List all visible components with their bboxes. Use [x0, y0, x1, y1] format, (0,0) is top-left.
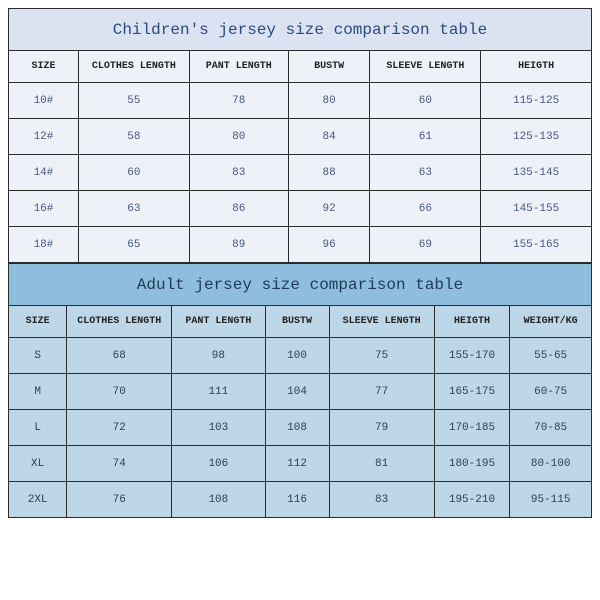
- children-cell: 60: [370, 83, 481, 119]
- children-cell: 96: [288, 227, 370, 263]
- adult-title: Adult jersey size comparison table: [9, 264, 592, 306]
- adult-cell: 103: [172, 410, 265, 446]
- children-data-row: 14#60838863135-145: [9, 155, 592, 191]
- adult-cell: 170-185: [434, 410, 510, 446]
- children-title-row: Children's jersey size comparison table: [9, 9, 592, 51]
- children-cell: 83: [189, 155, 288, 191]
- adult-cell: 70-85: [510, 410, 592, 446]
- children-cell: 60: [78, 155, 189, 191]
- adult-cell: 155-170: [434, 338, 510, 374]
- children-cell: 55: [78, 83, 189, 119]
- children-cell: 16#: [9, 191, 79, 227]
- children-cell: 61: [370, 119, 481, 155]
- adult-data-row: M7011110477165-17560-75: [9, 374, 592, 410]
- adult-cell: 68: [67, 338, 172, 374]
- children-cell: 65: [78, 227, 189, 263]
- children-cell: 69: [370, 227, 481, 263]
- children-cell: 145-155: [481, 191, 592, 227]
- adult-cell: 108: [265, 410, 329, 446]
- children-col-header: PANT LENGTH: [189, 51, 288, 83]
- adult-cell: S: [9, 338, 67, 374]
- children-data-row: 18#65899669155-165: [9, 227, 592, 263]
- adult-col-header: BUSTW: [265, 306, 329, 338]
- adult-cell: 79: [329, 410, 434, 446]
- adult-cell: 83: [329, 482, 434, 518]
- children-cell: 115-125: [481, 83, 592, 119]
- adult-cell: 81: [329, 446, 434, 482]
- adult-cell: 108: [172, 482, 265, 518]
- children-cell: 88: [288, 155, 370, 191]
- children-cell: 155-165: [481, 227, 592, 263]
- children-cell: 135-145: [481, 155, 592, 191]
- children-cell: 89: [189, 227, 288, 263]
- children-cell: 125-135: [481, 119, 592, 155]
- adult-col-header: SLEEVE LENGTH: [329, 306, 434, 338]
- children-cell: 78: [189, 83, 288, 119]
- adult-cell: 106: [172, 446, 265, 482]
- children-cell: 18#: [9, 227, 79, 263]
- children-cell: 80: [288, 83, 370, 119]
- adult-cell: 111: [172, 374, 265, 410]
- children-cell: 63: [78, 191, 189, 227]
- adult-data-row: L7210310879170-18570-85: [9, 410, 592, 446]
- children-header-row: SIZECLOTHES LENGTHPANT LENGTHBUSTWSLEEVE…: [9, 51, 592, 83]
- children-col-header: HEIGTH: [481, 51, 592, 83]
- children-size-table: Children's jersey size comparison table …: [8, 8, 592, 263]
- children-title: Children's jersey size comparison table: [9, 9, 592, 51]
- adult-cell: 80-100: [510, 446, 592, 482]
- adult-col-header: HEIGTH: [434, 306, 510, 338]
- adult-col-header: CLOTHES LENGTH: [67, 306, 172, 338]
- adult-data-row: 2XL7610811683195-21095-115: [9, 482, 592, 518]
- children-cell: 12#: [9, 119, 79, 155]
- adult-cell: 195-210: [434, 482, 510, 518]
- adult-col-header: PANT LENGTH: [172, 306, 265, 338]
- adult-cell: M: [9, 374, 67, 410]
- adult-cell: 98: [172, 338, 265, 374]
- adult-cell: 2XL: [9, 482, 67, 518]
- adult-cell: 75: [329, 338, 434, 374]
- adult-col-header: WEIGHT/KG: [510, 306, 592, 338]
- adult-cell: 72: [67, 410, 172, 446]
- children-cell: 10#: [9, 83, 79, 119]
- adult-cell: 116: [265, 482, 329, 518]
- children-col-header: SLEEVE LENGTH: [370, 51, 481, 83]
- children-col-header: CLOTHES LENGTH: [78, 51, 189, 83]
- children-cell: 84: [288, 119, 370, 155]
- adult-cell: 180-195: [434, 446, 510, 482]
- adult-cell: 70: [67, 374, 172, 410]
- adult-cell: XL: [9, 446, 67, 482]
- children-cell: 14#: [9, 155, 79, 191]
- adult-cell: 165-175: [434, 374, 510, 410]
- children-data-row: 10#55788060115-125: [9, 83, 592, 119]
- adult-cell: 60-75: [510, 374, 592, 410]
- adult-cell: 77: [329, 374, 434, 410]
- adult-data-row: S689810075155-17055-65: [9, 338, 592, 374]
- children-col-header: SIZE: [9, 51, 79, 83]
- adult-cell: 112: [265, 446, 329, 482]
- adult-cell: 55-65: [510, 338, 592, 374]
- children-data-row: 16#63869266145-155: [9, 191, 592, 227]
- adult-data-row: XL7410611281180-19580-100: [9, 446, 592, 482]
- children-data-row: 12#58808461125-135: [9, 119, 592, 155]
- adult-size-table: Adult jersey size comparison table SIZEC…: [8, 263, 592, 518]
- adult-cell: L: [9, 410, 67, 446]
- children-cell: 66: [370, 191, 481, 227]
- adult-cell: 76: [67, 482, 172, 518]
- children-cell: 80: [189, 119, 288, 155]
- adult-title-row: Adult jersey size comparison table: [9, 264, 592, 306]
- adult-cell: 100: [265, 338, 329, 374]
- adult-col-header: SIZE: [9, 306, 67, 338]
- children-cell: 63: [370, 155, 481, 191]
- adult-cell: 74: [67, 446, 172, 482]
- children-cell: 58: [78, 119, 189, 155]
- adult-cell: 95-115: [510, 482, 592, 518]
- children-cell: 92: [288, 191, 370, 227]
- children-cell: 86: [189, 191, 288, 227]
- children-col-header: BUSTW: [288, 51, 370, 83]
- adult-cell: 104: [265, 374, 329, 410]
- adult-header-row: SIZECLOTHES LENGTHPANT LENGTHBUSTWSLEEVE…: [9, 306, 592, 338]
